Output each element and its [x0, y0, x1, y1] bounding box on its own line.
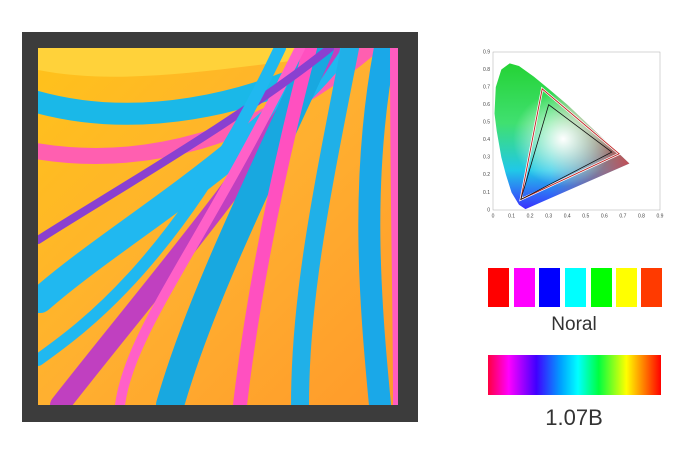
y-tick-label: 0.6	[483, 102, 490, 108]
swatch	[488, 268, 509, 307]
y-tick-label: 0.5	[483, 120, 490, 126]
screen	[38, 48, 398, 405]
swatch	[641, 268, 662, 307]
color-swatches	[488, 268, 662, 307]
swatch	[591, 268, 612, 307]
swatch	[539, 268, 560, 307]
y-tick-label: 0.8	[483, 67, 490, 73]
y-tick-label: 0	[487, 207, 490, 213]
x-tick-label: 0.1	[508, 213, 515, 219]
swatch-caption: Noral	[551, 314, 596, 335]
x-tick-label: 0	[492, 213, 495, 219]
monitor	[22, 32, 418, 422]
x-tick-label: 0.7	[619, 213, 626, 219]
swatch	[565, 268, 586, 307]
swatch	[514, 268, 535, 307]
x-tick-label: 0.9	[657, 213, 664, 219]
y-tick-label: 0.2	[483, 172, 490, 178]
x-tick-label: 0.5	[582, 213, 589, 219]
y-tick-label: 0.3	[483, 155, 490, 161]
gamut-chart: 0 0.1 0.2 0.3 0.4 0.5 0.6 0.7 0.8 0.9 0 0.1 0.2 0.3 0.…	[483, 49, 664, 219]
x-tick-label: 0.3	[545, 213, 552, 219]
gradient-caption: 1.07B	[545, 405, 603, 430]
y-tick-label: 0.4	[483, 137, 490, 143]
y-tick-label: 0.7	[483, 84, 490, 90]
gradient-bar	[488, 355, 661, 395]
y-tick-label: 0.9	[483, 49, 490, 55]
x-tick-label: 0.4	[564, 213, 571, 219]
swatch	[616, 268, 637, 307]
y-tick-label: 0.1	[483, 190, 490, 196]
x-tick-label: 0.8	[638, 213, 645, 219]
x-tick-label: 0.2	[527, 213, 534, 219]
x-tick-label: 0.6	[601, 213, 608, 219]
